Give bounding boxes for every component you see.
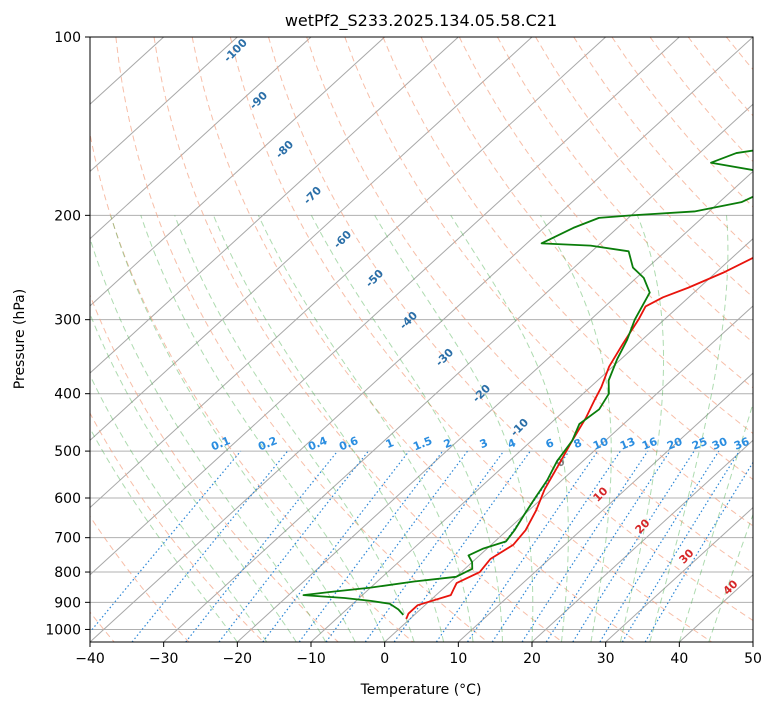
dry-adiabat-line	[192, 37, 637, 642]
moist-adiabat-line	[213, 215, 443, 642]
dry-adiabat-line	[78, 37, 413, 642]
mixing-ratio-label: 1	[384, 436, 396, 451]
mixing-ratio-label: 0.4	[306, 434, 329, 453]
mixing-ratio-label: 10	[591, 435, 610, 453]
dry-adiabat-label: -40	[397, 309, 420, 332]
dry-adiabat-line	[1, 37, 263, 642]
dewpoint-line	[303, 37, 775, 615]
isotherm-line	[16, 37, 679, 642]
y-tick-label: 700	[54, 531, 81, 547]
x-tick-label: 20	[523, 651, 541, 667]
mixing-ratio-line	[299, 451, 443, 642]
dry-adiabat-line	[345, 37, 775, 642]
x-tick-label: −40	[75, 651, 105, 667]
y-tick-label: 400	[54, 387, 81, 403]
dry-adiabat-label: -70	[301, 184, 324, 207]
mixing-ratio-line	[622, 451, 739, 642]
dry-adiabat-label: -10	[508, 416, 531, 439]
y-tick-label: 100	[54, 30, 81, 46]
isotherm-line	[0, 37, 606, 642]
mixing-ratio-label: 0.2	[256, 434, 279, 453]
moist-adiabat-label: 30	[677, 546, 697, 566]
mixing-ratio-label: 30	[710, 435, 729, 453]
background-lines	[0, 37, 775, 642]
mixing-ratio-label: 0.1	[209, 434, 232, 453]
isotherm-line	[0, 37, 385, 642]
data-series	[303, 37, 775, 619]
mixing-ratio-line	[263, 451, 409, 642]
mixing-ratio-label: 25	[690, 435, 709, 453]
chart-title: wetPf2_S233.2025.134.05.58.C21	[285, 11, 557, 31]
moist-adiabat-line	[709, 215, 775, 642]
dry-adiabat-line	[650, 37, 775, 642]
moist-adiabat-label: 40	[721, 577, 741, 597]
dry-adiabat-line	[497, 37, 775, 642]
mixing-ratio-line	[82, 451, 241, 642]
dry-adiabat-line	[688, 37, 775, 642]
x-tick-label: 10	[449, 651, 467, 667]
mixing-ratio-label: 3	[478, 436, 490, 451]
y-axis-label: Pressure (hPa)	[12, 289, 28, 389]
moist-adiabat-line	[620, 215, 663, 642]
moist-adiabat-line	[650, 215, 728, 642]
x-tick-label: 50	[744, 651, 762, 667]
dry-adiabat-label: -60	[331, 228, 354, 251]
mixing-ratio-label: 6	[544, 436, 556, 451]
y-tick-label: 1000	[45, 622, 81, 638]
x-axis-label: Temperature (°C)	[360, 682, 482, 698]
y-tick-label: 800	[54, 565, 81, 581]
isotherm-line	[0, 37, 458, 642]
y-tick-label: 200	[54, 208, 81, 224]
mixing-ratio-line	[546, 451, 670, 642]
mixing-ratio-line	[132, 451, 288, 642]
isotherm-line	[0, 37, 311, 642]
x-tick-label: −10	[296, 651, 326, 667]
x-tick-label: −30	[149, 651, 179, 667]
y-tick-label: 500	[54, 444, 81, 460]
mixing-ratio-label: 13	[618, 435, 637, 453]
x-tick-label: 30	[597, 651, 615, 667]
dry-adiabat-line	[726, 37, 775, 642]
y-tick-label: 600	[54, 491, 81, 507]
mixing-ratio-label: 1.5	[411, 434, 434, 453]
mixing-ratio-label: 36	[732, 435, 751, 453]
mixing-ratio-line	[219, 451, 368, 642]
x-tick-label: −20	[223, 651, 253, 667]
moist-adiabat-label: 10	[591, 484, 611, 504]
dry-adiabat-label: -30	[433, 346, 456, 369]
mixing-ratio-label: 2	[442, 436, 454, 451]
mixing-ratio-label: 0.6	[337, 434, 360, 453]
dry-adiabat-label: -50	[363, 267, 386, 290]
dry-adiabat-label: -100	[221, 36, 250, 65]
x-tick-label: 0	[380, 651, 389, 667]
dry-adiabat-label: -80	[273, 138, 296, 161]
mixing-ratio-label: 20	[665, 435, 684, 453]
mixing-ratio-line	[365, 451, 503, 642]
isotherm-line	[753, 37, 775, 642]
dry-adiabat-line	[269, 37, 775, 642]
moist-adiabat-line	[58, 215, 296, 642]
mixing-ratio-line	[573, 451, 694, 642]
isotherm-line	[90, 37, 753, 642]
mixing-ratio-line	[326, 451, 467, 642]
dry-adiabat-line	[612, 37, 775, 642]
dry-adiabat-line	[765, 37, 775, 642]
mixing-ratio-line	[600, 451, 719, 642]
dry-adiabat-label: -20	[470, 382, 493, 405]
x-tick-label: 40	[670, 651, 688, 667]
y-tick-label: 300	[54, 313, 81, 329]
temperature-line	[406, 37, 775, 619]
isotherm-line	[0, 37, 237, 642]
y-tick-label: 900	[54, 595, 81, 611]
